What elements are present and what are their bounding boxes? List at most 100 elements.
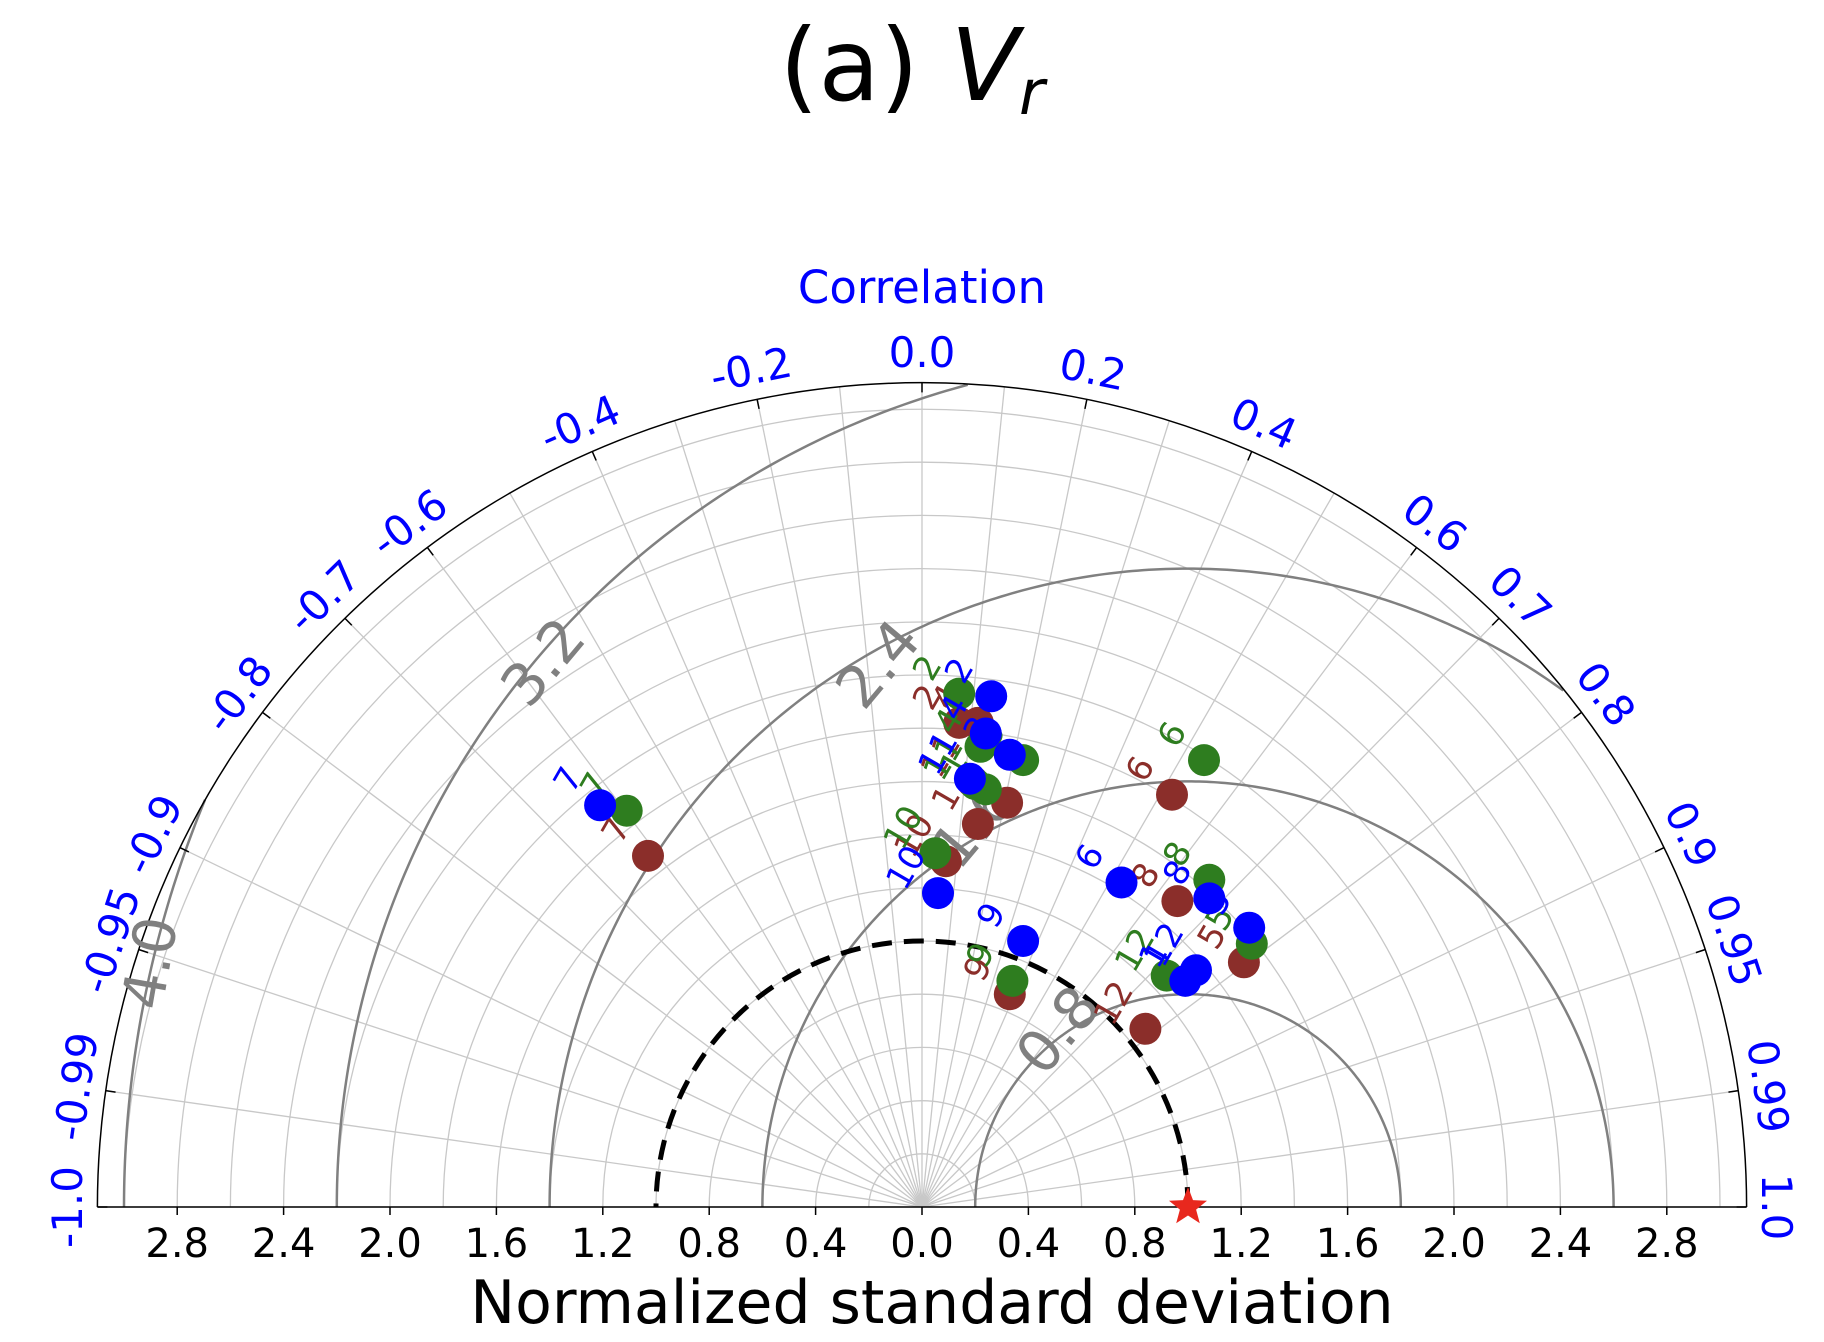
std-tick-label: 2.0 bbox=[358, 1221, 422, 1267]
std-arc bbox=[442, 727, 1402, 1208]
data-point bbox=[953, 762, 986, 795]
data-point bbox=[1233, 911, 1266, 944]
std-tick-label: 0.8 bbox=[677, 1221, 741, 1267]
data-point bbox=[975, 680, 1008, 713]
reference-star bbox=[1169, 1187, 1207, 1224]
std-arc bbox=[123, 408, 1721, 1208]
rms-contour bbox=[122, 799, 207, 1208]
data-point-label: 6 bbox=[1150, 715, 1195, 754]
correlation-gridline bbox=[179, 846, 923, 1208]
data-point bbox=[584, 789, 617, 822]
data-point bbox=[943, 677, 976, 710]
data-points: 1234567891011121234567891011121234567891… bbox=[546, 649, 1268, 1045]
x-axis-label: Normalized standard deviation bbox=[470, 1268, 1393, 1338]
correlation-tick-mark bbox=[1491, 617, 1500, 626]
data-point bbox=[610, 794, 643, 827]
data-point bbox=[969, 717, 1002, 750]
correlation-tick-label: -0.99 bbox=[44, 1029, 108, 1143]
correlation-tick-mark bbox=[344, 617, 353, 626]
rms-contour-label: 4.0 bbox=[109, 912, 192, 1015]
chart-title: (a) Vr bbox=[779, 7, 1048, 129]
correlation-tick-label: 0.4 bbox=[1223, 388, 1304, 460]
std-tick-label: 1.2 bbox=[1209, 1221, 1273, 1267]
data-point bbox=[1188, 744, 1220, 777]
correlation-tick-label: 0.95 bbox=[1696, 888, 1772, 992]
chart-title-variable: V bbox=[951, 7, 1026, 124]
data-point bbox=[1129, 1012, 1162, 1045]
std-tick-label: 1.6 bbox=[1316, 1221, 1380, 1267]
std-tick-labels: 2.8 2.4 2.0 1.6 1.2 0.8 0.4 0.0 0.4 0.8 1.2 1.6 2.0 2… bbox=[145, 1207, 1699, 1267]
chart-title-prefix: (a) bbox=[779, 7, 950, 124]
correlation-gridline bbox=[921, 450, 1253, 1208]
correlation-axis-label: Correlation bbox=[798, 261, 1046, 314]
data-point bbox=[993, 738, 1026, 771]
rms-contour bbox=[548, 567, 1564, 1208]
correlation-tick-label: -1.0 bbox=[43, 1166, 92, 1248]
rms-contour bbox=[761, 780, 1615, 1208]
correlation-gridline bbox=[673, 420, 923, 1208]
correlation-tick-mark bbox=[1247, 450, 1253, 461]
correlation-tick-label: -0.4 bbox=[533, 385, 628, 463]
std-tick-label: 2.4 bbox=[1529, 1221, 1593, 1267]
std-arc bbox=[708, 993, 1136, 1208]
correlation-tick-label: 0.8 bbox=[1566, 653, 1645, 736]
data-point bbox=[1007, 925, 1040, 957]
chart-title-subscript: r bbox=[1019, 56, 1048, 129]
correlation-gridline bbox=[591, 450, 923, 1208]
reference-std-circle bbox=[653, 938, 1191, 1208]
correlation-tick-mark bbox=[1573, 711, 1583, 719]
correlation-gridline bbox=[105, 1090, 923, 1208]
data-point bbox=[996, 964, 1029, 997]
std-tick-label: 0.4 bbox=[784, 1221, 848, 1267]
correlation-tick-mark bbox=[1084, 398, 1088, 410]
std-arc bbox=[868, 1153, 976, 1208]
data-point bbox=[919, 837, 952, 870]
std-arcs bbox=[123, 408, 1721, 1208]
correlation-tick-mark bbox=[1695, 948, 1706, 954]
data-point bbox=[1193, 882, 1226, 915]
correlation-gridline bbox=[921, 948, 1706, 1208]
correlation-tick-mark bbox=[591, 450, 597, 461]
std-arc bbox=[495, 780, 1349, 1208]
std-tick-label: 0.0 bbox=[890, 1221, 954, 1267]
correlation-gridline bbox=[838, 386, 923, 1208]
correlation-gridline bbox=[921, 386, 1006, 1208]
correlation-gridline bbox=[344, 617, 923, 1208]
data-point bbox=[1105, 866, 1138, 899]
correlation-gridline bbox=[756, 398, 923, 1208]
std-arc bbox=[602, 887, 1242, 1208]
correlation-tick-label: -0.8 bbox=[194, 647, 282, 742]
correlation-tick-label: 0.0 bbox=[889, 328, 956, 377]
correlation-gridline bbox=[921, 420, 1171, 1208]
correlation-tick-mark bbox=[105, 1089, 116, 1093]
correlation-gridline bbox=[921, 846, 1665, 1208]
std-arc bbox=[814, 1100, 1030, 1208]
rms-contours bbox=[122, 383, 1615, 1208]
correlation-tick-label: 0.2 bbox=[1055, 339, 1130, 400]
reference-marker bbox=[1169, 1187, 1207, 1224]
std-tick-label: 0.8 bbox=[1103, 1221, 1167, 1267]
correlation-gridline bbox=[921, 1090, 1739, 1208]
std-tick-label: 2.0 bbox=[1422, 1221, 1486, 1267]
std-arc bbox=[336, 621, 1508, 1208]
reference-std-arc bbox=[653, 938, 1191, 1208]
correlation-tick-label: 1.0 bbox=[1752, 1174, 1801, 1241]
correlation-gridline bbox=[426, 546, 923, 1208]
rms-contour bbox=[335, 383, 969, 1208]
correlation-tick-mark bbox=[1728, 1089, 1739, 1093]
std-arc bbox=[389, 674, 1455, 1208]
data-point bbox=[632, 839, 664, 872]
data-point bbox=[922, 877, 954, 910]
data-point-label: 7 bbox=[546, 760, 591, 799]
std-tick-label: 2.8 bbox=[1635, 1221, 1699, 1267]
correlation-tick-label: 0.99 bbox=[1737, 1037, 1799, 1136]
correlation-gridline bbox=[261, 711, 923, 1208]
correlation-tick-label: -0.6 bbox=[362, 479, 457, 567]
correlation-tick-label: 0.6 bbox=[1393, 484, 1476, 563]
std-tick-label: 2.8 bbox=[145, 1221, 209, 1267]
correlation-tick-mark bbox=[138, 948, 149, 954]
correlation-tick-mark bbox=[426, 546, 434, 556]
correlation-tick-label: -0.2 bbox=[706, 337, 796, 401]
data-point-label: 9 bbox=[969, 896, 1014, 935]
